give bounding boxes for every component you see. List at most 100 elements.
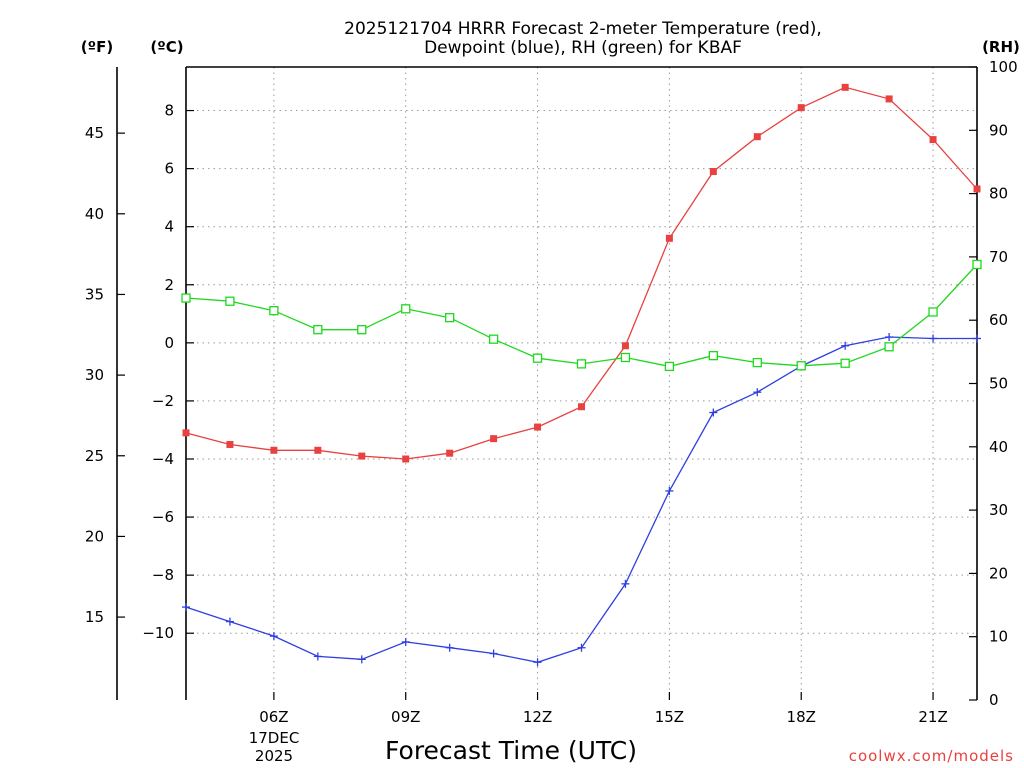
dewpoint-point (709, 408, 718, 417)
rh-point (620, 352, 631, 363)
rh-point (796, 361, 806, 371)
rh-tick-label: 90 (989, 121, 1008, 139)
dewpoint-point (269, 632, 278, 641)
date-label-year: 2025 (255, 747, 293, 765)
fahrenheit-tick-label: 25 (85, 447, 104, 465)
rh-tick-label: 50 (989, 375, 1008, 393)
date-label-day: 17DEC (249, 729, 300, 747)
dewpoint-point (929, 334, 938, 343)
rh-tick-label: 20 (989, 564, 1008, 582)
x-tick-label: 15Z (655, 708, 684, 726)
rh-point (576, 359, 587, 369)
rh-tick-label: 80 (989, 185, 1008, 203)
rh-tick-label: 30 (989, 501, 1008, 519)
celsius-unit-label: (ºC) (150, 38, 183, 56)
dewpoint-point (621, 579, 630, 588)
dewpoint-point (357, 655, 366, 664)
temperature-point (665, 234, 673, 242)
x-tick-label: 21Z (918, 708, 947, 726)
rh-point (181, 293, 191, 303)
dewpoint-point (225, 617, 234, 626)
temperature-point (753, 133, 761, 141)
temperature-point (446, 449, 454, 457)
fahrenheit-tick-label: 20 (85, 527, 104, 545)
temperature-point (578, 403, 585, 411)
series-dewpoint (182, 333, 981, 667)
fahrenheit-tick-label: 30 (85, 366, 104, 384)
rh-point (884, 342, 894, 352)
temperature-point (402, 455, 410, 463)
rh-tick-label: 70 (989, 248, 1008, 266)
series-line (185, 336, 977, 663)
x-tick-label: 09Z (391, 708, 420, 726)
celsius-tick-label: 6 (164, 160, 174, 178)
celsius-tick-label: −8 (152, 566, 174, 584)
rh-point (401, 304, 411, 314)
temperature-point (358, 452, 366, 460)
fahrenheit-unit-label: (ºF) (81, 38, 113, 56)
celsius-tick-label: 0 (164, 334, 174, 352)
x-tick-label: 06Z (259, 708, 288, 726)
temperature-point (841, 83, 849, 91)
rh-tick-label: 100 (989, 58, 1018, 76)
series-2-meter-temperature (182, 83, 981, 463)
fahrenheit-tick-label: 35 (85, 285, 104, 303)
rh-point (928, 307, 938, 317)
dewpoint-point (577, 643, 586, 652)
x-tick-label: 12Z (523, 708, 552, 726)
dewpoint-point (665, 486, 674, 495)
x-tick-label: 18Z (787, 708, 816, 726)
celsius-tick-label: 8 (164, 102, 174, 120)
celsius-tick-label: 2 (164, 276, 174, 294)
celsius-tick-label: −6 (152, 508, 174, 526)
rh-point (225, 296, 235, 306)
fahrenheit-tick-label: 15 (85, 608, 104, 626)
temperature-point (534, 423, 542, 431)
celsius-tick-label: −10 (142, 624, 174, 642)
credit-link[interactable]: coolwx.com/models (849, 747, 1014, 765)
dewpoint-point (313, 652, 322, 661)
chart-title-line-2: Dewpoint (blue), RH (green) for KBAF (424, 38, 742, 58)
temperature-point (797, 104, 805, 112)
rh-tick-label: 60 (989, 311, 1008, 329)
dewpoint-point (182, 603, 190, 612)
temperature-point (270, 446, 278, 454)
dewpoint-point (753, 388, 762, 397)
temperature-point (490, 435, 498, 443)
rh-tick-label: 10 (989, 628, 1008, 646)
dewpoint-point (533, 658, 542, 667)
rh-point (664, 361, 675, 372)
rh-point (357, 325, 367, 335)
dewpoint-point (841, 341, 850, 350)
temperature-point (621, 342, 629, 350)
dewpoint-point (445, 643, 454, 652)
rh-point (708, 350, 718, 361)
dewpoint-point (489, 649, 498, 658)
chart-title-line-1: 2025121704 HRRR Forecast 2-meter Tempera… (344, 19, 822, 39)
fahrenheit-tick-label: 40 (85, 205, 104, 223)
grid-lines (186, 67, 977, 700)
temperature-point (182, 429, 190, 437)
dewpoint-point (885, 333, 894, 342)
tick-labels: 86420−2−4−6−8−10454035302520151009080706… (85, 58, 1018, 726)
rh-point (840, 358, 850, 368)
dewpoint-point (973, 334, 981, 343)
rh-unit-label: (RH) (982, 38, 1020, 56)
rh-point (532, 353, 543, 363)
temperature-point (973, 185, 981, 193)
fahrenheit-tick-label: 45 (85, 124, 104, 142)
rh-point (488, 334, 499, 344)
temperature-point (709, 168, 717, 176)
data-series (181, 83, 982, 667)
rh-point (269, 306, 279, 316)
rh-tick-label: 40 (989, 438, 1008, 456)
celsius-tick-label: 4 (164, 218, 174, 236)
rh-point (972, 259, 982, 270)
temperature-point (314, 446, 322, 454)
series-line (185, 264, 978, 368)
temperature-point (226, 440, 234, 448)
celsius-tick-label: −2 (152, 392, 174, 410)
rh-point (445, 313, 455, 323)
temperature-point (885, 95, 893, 103)
